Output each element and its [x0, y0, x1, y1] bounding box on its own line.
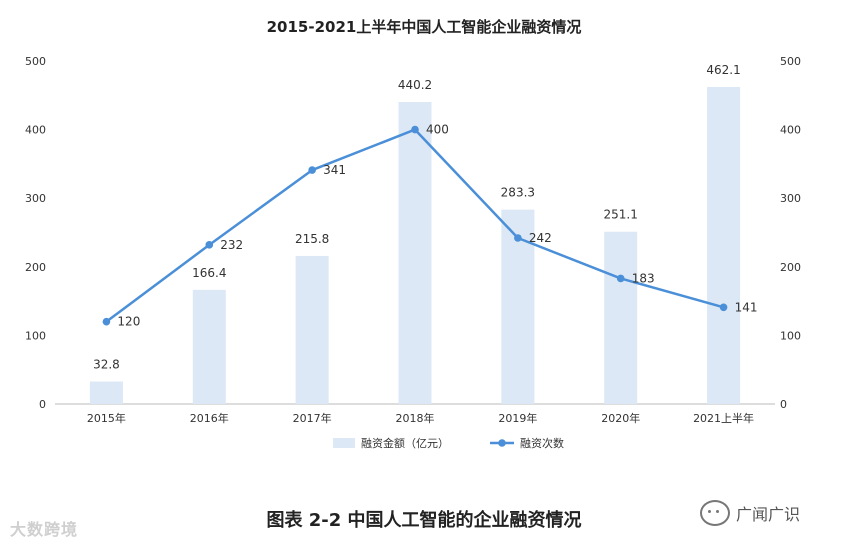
legend-label-bar: 融资金额（亿元）: [361, 436, 449, 450]
bar: [89, 381, 123, 404]
line-point: [102, 317, 111, 326]
line-point: [719, 303, 728, 312]
x-tick-label: 2015年: [87, 411, 126, 425]
left-y-tick-label: 0: [39, 398, 46, 411]
legend-swatch-marker: [498, 439, 506, 447]
bar-value-label: 166.4: [192, 266, 226, 280]
line-point: [411, 125, 419, 134]
line-series: 120 232 341 400 242 183 141: [102, 123, 758, 329]
bar-value-label: 283.3: [501, 186, 535, 200]
line-point: [616, 274, 625, 283]
x-tick-label: 2018年: [396, 411, 435, 425]
legend: 融资金额（亿元） 融资次数: [333, 436, 564, 450]
x-tick-label: 2020年: [601, 411, 640, 425]
left-y-axis: 0 100 200 300 400 500: [25, 55, 46, 411]
legend-label-line: 融资次数: [520, 436, 564, 450]
chart-title: 2015-2021上半年中国人工智能企业融资情况: [267, 18, 582, 36]
bar: [604, 231, 638, 404]
x-tick-label: 2019年: [498, 411, 537, 425]
right-y-tick-label: 0: [780, 398, 787, 411]
line-value-label: 120: [117, 315, 140, 329]
watermark-left: 大数跨境: [10, 520, 79, 539]
line-value-label: 183: [632, 271, 655, 285]
left-y-tick-label: 300: [25, 192, 46, 205]
chart: 2015-2021上半年中国人工智能企业融资情况 0 100 200 300 400 50…: [25, 18, 801, 450]
x-tick-label: 2016年: [190, 411, 229, 425]
left-y-tick-label: 400: [25, 124, 46, 137]
right-y-tick-label: 500: [780, 55, 801, 68]
right-y-tick-label: 400: [780, 124, 801, 137]
line-value-label: 141: [735, 300, 758, 314]
bar: [295, 255, 329, 404]
line-point: [205, 241, 214, 249]
x-tick-label: 2017年: [293, 411, 332, 425]
right-y-tick-label: 100: [780, 329, 801, 342]
watermark-right-text: 广闻广识: [736, 505, 801, 524]
watermark-right: 广闻广识: [700, 500, 800, 526]
bar-value-label: 215.8: [295, 232, 329, 246]
left-y-tick-label: 200: [25, 261, 46, 274]
bar: [398, 102, 432, 404]
bar-value-label: 440.2: [398, 78, 432, 92]
legend-swatch-bar: [333, 438, 355, 448]
bar-value-label: 462.1: [706, 63, 740, 77]
right-y-tick-label: 200: [780, 261, 801, 274]
right-y-tick-label: 300: [780, 192, 801, 205]
wechat-icon: [700, 500, 730, 526]
line-value-label: 232: [220, 238, 243, 252]
line-value-label: 400: [426, 123, 449, 137]
bar-value-label: 251.1: [604, 208, 638, 222]
line-value-label: 341: [323, 163, 346, 177]
bar-series: [89, 86, 741, 405]
bar-labels: 32.8 166.4 215.8 440.2 283.3 251.1 462.1: [93, 63, 741, 371]
x-axis-labels: 2015年 2016年 2017年 2018年 2019年 2020年 2021上半年: [87, 411, 754, 425]
bar: [192, 289, 226, 404]
left-y-tick-label: 100: [25, 329, 46, 342]
right-y-axis: 0 100 200 300 400 500: [780, 55, 801, 411]
bar: [707, 86, 741, 405]
line-point: [308, 166, 316, 174]
bar-value-label: 32.8: [93, 357, 120, 371]
line-value-label: 242: [529, 231, 552, 245]
x-tick-label: 2021上半年: [693, 411, 754, 425]
line-point: [514, 234, 522, 242]
left-y-tick-label: 500: [25, 55, 46, 68]
figure-caption: 图表 2-2 中国人工智能的企业融资情况: [266, 510, 582, 531]
